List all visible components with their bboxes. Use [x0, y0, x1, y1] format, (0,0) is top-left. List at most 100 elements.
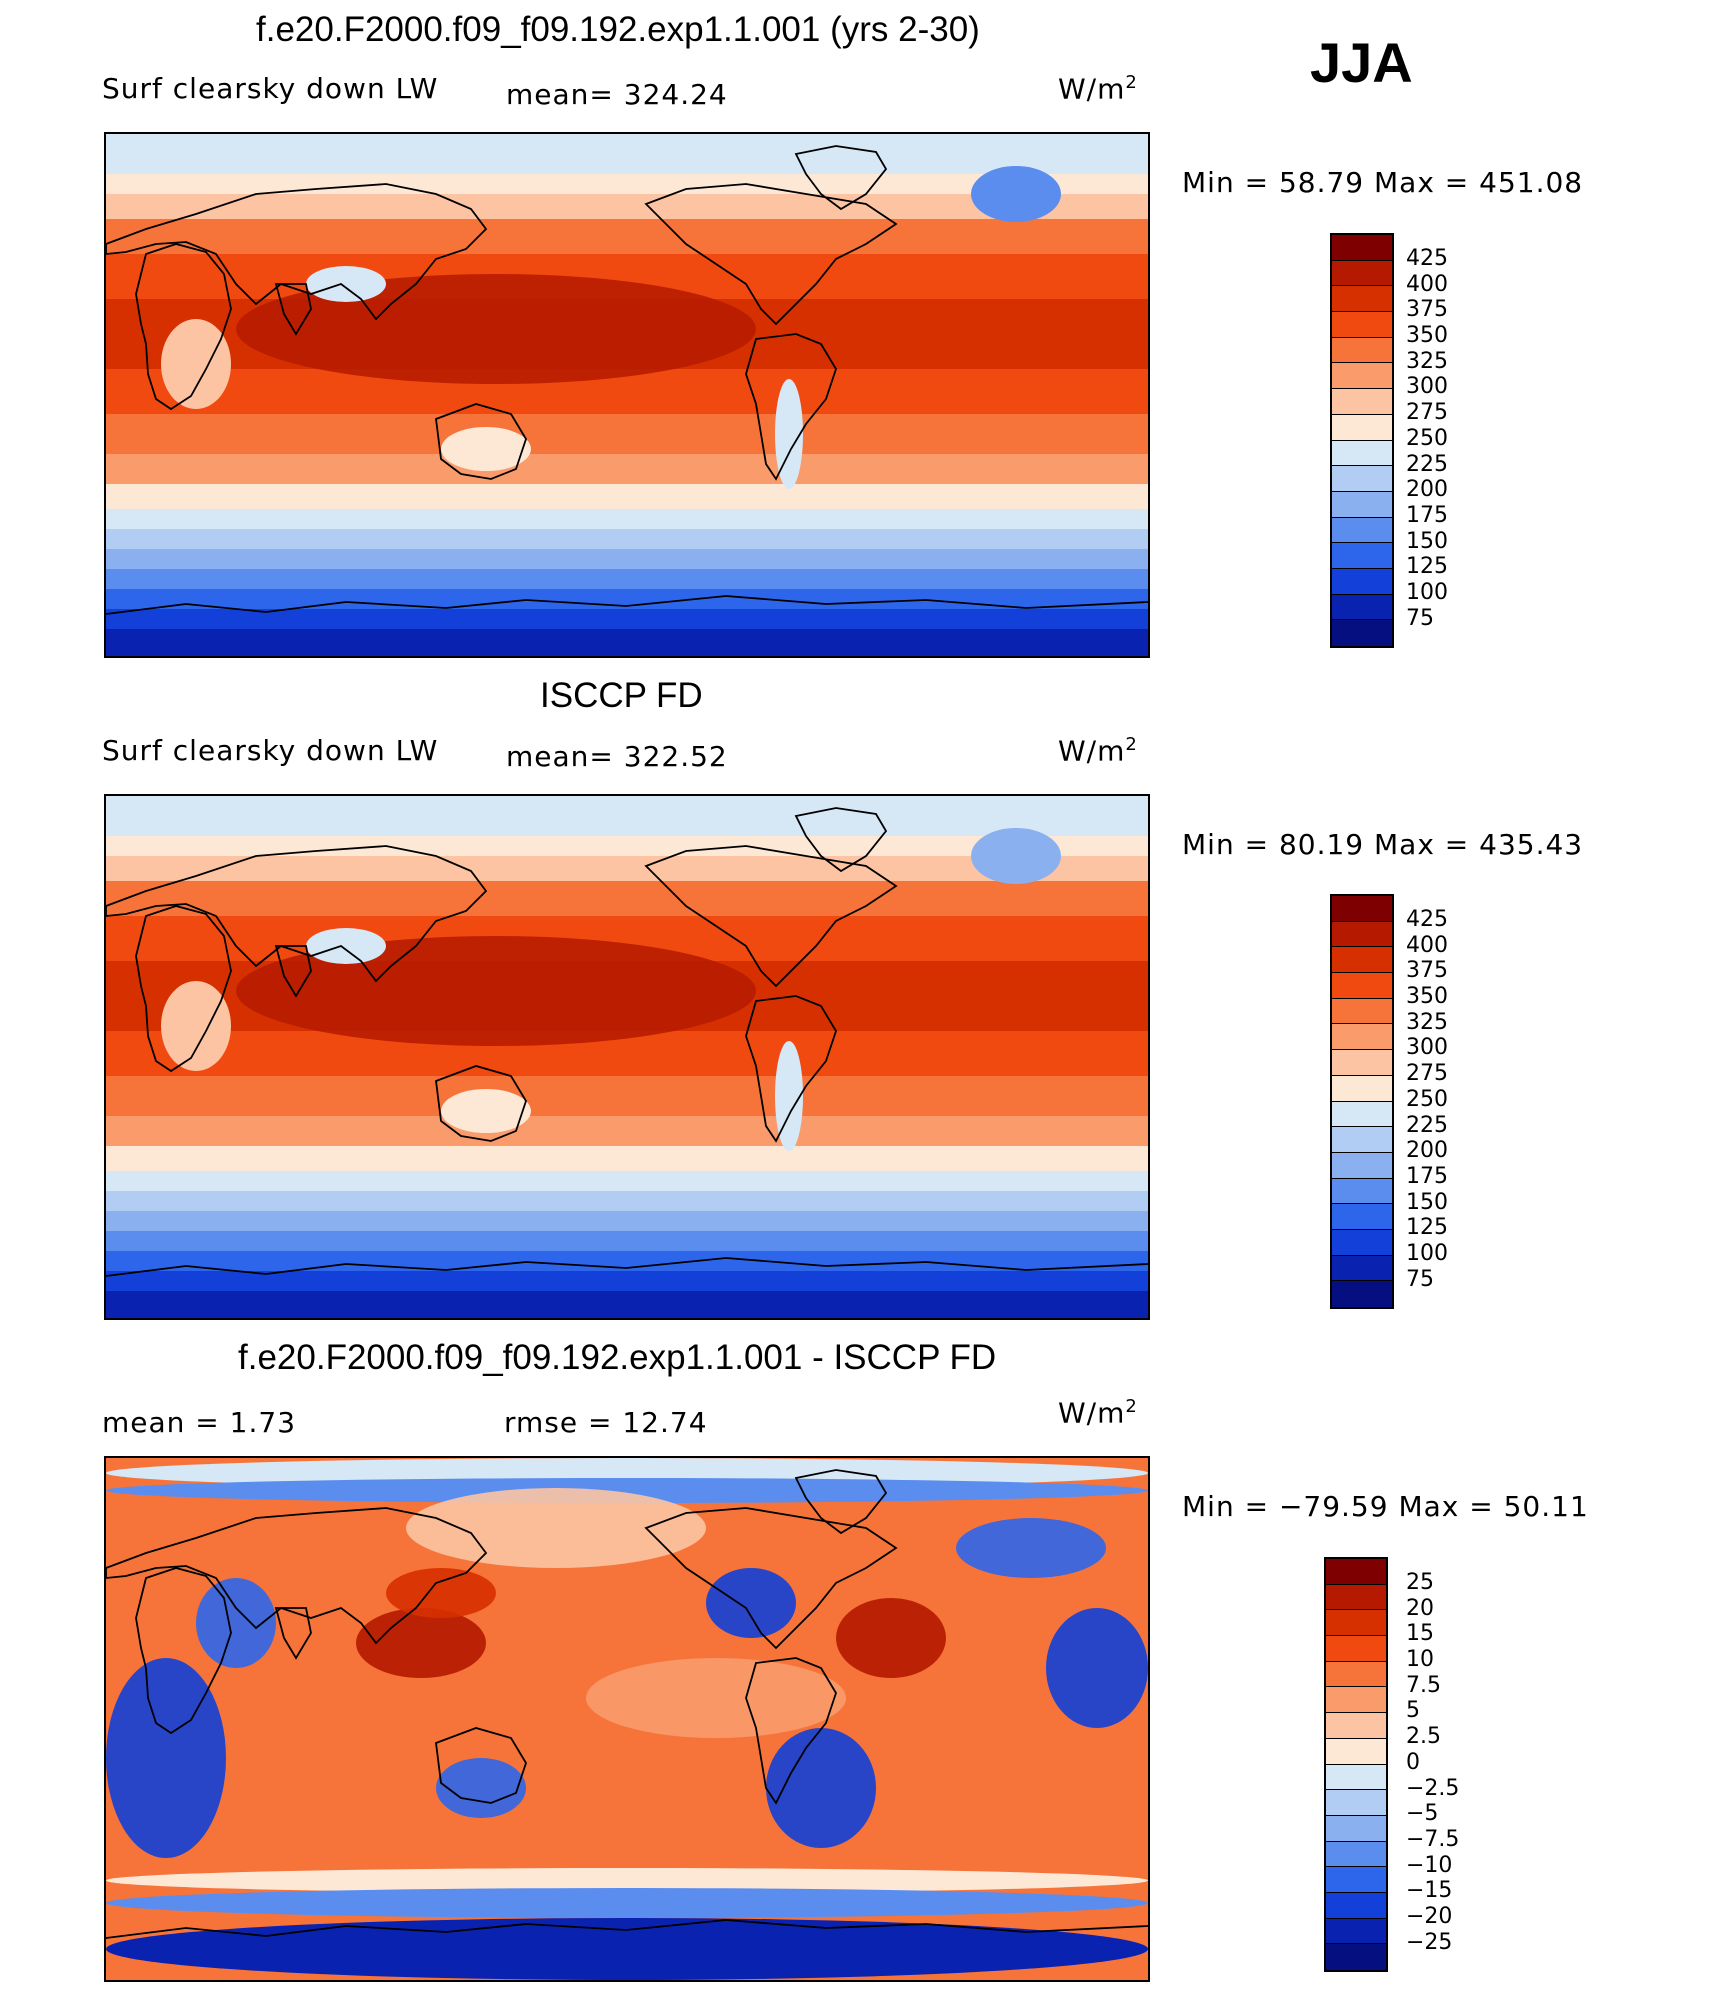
- colorbar-swatch: [1332, 466, 1392, 492]
- colorbar-swatch: [1332, 947, 1392, 974]
- colorbar-tick-label: 10: [1406, 1647, 1434, 1673]
- colorbar-swatch: [1326, 1892, 1386, 1919]
- colorbar-swatch: [1332, 440, 1392, 467]
- panel3-map: [104, 1456, 1150, 1982]
- colorbar-tick-label: 375: [1406, 297, 1448, 323]
- panel1-minmax: Min = 58.79 Max = 451.08: [1182, 166, 1584, 199]
- panel2-colorbar: [1330, 894, 1394, 1309]
- colorbar-swatch: [1332, 312, 1392, 338]
- panel3-rmse: rmse = 12.74: [504, 1406, 708, 1439]
- colorbar-swatch: [1332, 1178, 1392, 1205]
- panel1-colorbar-ticks: 425 400 375 350 325 300 275 250 225 200 175 150 125 1…: [1406, 246, 1448, 631]
- colorbar-swatch: [1332, 568, 1392, 595]
- colorbar-swatch: [1326, 1636, 1386, 1662]
- season-label: JJA: [1310, 31, 1413, 94]
- colorbar-tick-label: 75: [1406, 605, 1434, 631]
- panel1-units-sup: 2: [1125, 72, 1138, 93]
- colorbar-tick-label: 250: [1406, 1086, 1448, 1112]
- colorbar-tick-label: 350: [1406, 323, 1448, 349]
- colorbar-tick-label: 275: [1406, 1061, 1448, 1087]
- colorbar-swatch: [1332, 1281, 1392, 1307]
- colorbar-tick-label: −5: [1406, 1801, 1439, 1827]
- colorbar-swatch: [1326, 1687, 1386, 1714]
- panel1-colorbar: [1330, 233, 1394, 648]
- panel2-title: ISCCP FD: [540, 676, 703, 715]
- colorbar-tick-label: 2.5: [1406, 1724, 1441, 1750]
- colorbar-swatch: [1326, 1815, 1386, 1842]
- colorbar-tick-label: 20: [1406, 1595, 1434, 1621]
- colorbar-tick-label: 15: [1406, 1621, 1434, 1647]
- panel2-colorbar-ticks: 425 400 375 350 325 300 275 250 225 200 175 150 125 1…: [1406, 907, 1448, 1292]
- panel3-colorbar: [1324, 1557, 1388, 1972]
- panel2-map: [104, 794, 1150, 1320]
- colorbar-tick-label: 125: [1406, 1215, 1448, 1241]
- colorbar-tick-label: 325: [1406, 348, 1448, 374]
- panel2-units: W/m2: [1058, 734, 1138, 767]
- colorbar-tick-label: 100: [1406, 1240, 1448, 1266]
- panel1-title: f.e20.F2000.f09_f09.192.exp1.1.001 (yrs …: [256, 10, 980, 49]
- colorbar-tick-label: 350: [1406, 984, 1448, 1010]
- colorbar-tick-label: −15: [1406, 1878, 1453, 1904]
- panel3-title: f.e20.F2000.f09_f09.192.exp1.1.001 - ISC…: [238, 1338, 997, 1377]
- colorbar-swatch: [1332, 896, 1392, 922]
- colorbar-swatch: [1332, 543, 1392, 569]
- colorbar-swatch: [1332, 235, 1392, 261]
- colorbar-tick-label: −25: [1406, 1929, 1453, 1955]
- panel2-minmax: Min = 80.19 Max = 435.43: [1182, 828, 1584, 861]
- colorbar-swatch: [1332, 414, 1392, 441]
- colorbar-swatch: [1326, 1790, 1386, 1816]
- panel1-map: [104, 132, 1150, 658]
- colorbar-tick-label: 150: [1406, 528, 1448, 554]
- colorbar-swatch: [1326, 1713, 1386, 1739]
- panel1-mean: mean= 324.24: [506, 78, 728, 111]
- colorbar-tick-label: 5: [1406, 1698, 1420, 1724]
- colorbar-tick-label: 225: [1406, 1112, 1448, 1138]
- colorbar-swatch: [1332, 1204, 1392, 1230]
- colorbar-tick-label: 400: [1406, 271, 1448, 297]
- colorbar-swatch: [1332, 260, 1392, 287]
- colorbar-tick-label: 150: [1406, 1189, 1448, 1215]
- coastlines: [106, 145, 1148, 615]
- colorbar-tick-label: −2.5: [1406, 1775, 1460, 1801]
- colorbar-tick-label: 225: [1406, 451, 1448, 477]
- colorbar-swatch: [1326, 1559, 1386, 1585]
- colorbar-tick-label: 425: [1406, 907, 1448, 932]
- colorbar-swatch: [1332, 1229, 1392, 1256]
- colorbar-swatch: [1326, 1610, 1386, 1637]
- colorbar-tick-label: 200: [1406, 477, 1448, 503]
- panel2-units-text: W/m: [1058, 734, 1126, 768]
- panel2-units-sup: 2: [1125, 734, 1138, 755]
- coastlines: [106, 1469, 1148, 1939]
- colorbar-swatch: [1332, 1050, 1392, 1076]
- colorbar-tick-label: 425: [1406, 246, 1448, 271]
- colorbar-tick-label: 7.5: [1406, 1672, 1441, 1698]
- colorbar-tick-label: 175: [1406, 502, 1448, 528]
- colorbar-swatch: [1332, 1075, 1392, 1102]
- panel3-units-text: W/m: [1058, 1396, 1126, 1430]
- panel3-units: W/m2: [1058, 1396, 1138, 1429]
- colorbar-swatch: [1326, 1764, 1386, 1791]
- colorbar-tick-label: 275: [1406, 400, 1448, 426]
- colorbar-swatch: [1332, 1127, 1392, 1153]
- colorbar-tick-label: 25: [1406, 1570, 1434, 1595]
- colorbar-swatch: [1332, 1101, 1392, 1128]
- panel3-colorbar-ticks: 25 20 15 10 7.5 5 2.5 0 −2.5 −5 −7.5 −10 −15 −20 −25: [1406, 1570, 1459, 1955]
- colorbar-swatch: [1326, 1661, 1386, 1688]
- colorbar-swatch: [1332, 594, 1392, 621]
- colorbar-swatch: [1332, 491, 1392, 518]
- colorbar-swatch: [1332, 998, 1392, 1025]
- panel1-variable: Surf clearsky down LW: [102, 72, 439, 105]
- panel1-units: W/m2: [1058, 72, 1138, 105]
- colorbar-swatch: [1326, 1867, 1386, 1893]
- colorbar-tick-label: 175: [1406, 1163, 1448, 1189]
- panel3-minmax: Min = −79.59 Max = 50.11: [1182, 1490, 1589, 1523]
- colorbar-swatch: [1332, 973, 1392, 999]
- coastlines: [106, 807, 1148, 1277]
- colorbar-swatch: [1326, 1918, 1386, 1945]
- colorbar-tick-label: 0: [1406, 1749, 1420, 1775]
- colorbar-swatch: [1326, 1944, 1386, 1970]
- colorbar-tick-label: 250: [1406, 425, 1448, 451]
- colorbar-tick-label: 300: [1406, 374, 1448, 400]
- colorbar-tick-label: 375: [1406, 958, 1448, 984]
- colorbar-swatch: [1326, 1841, 1386, 1868]
